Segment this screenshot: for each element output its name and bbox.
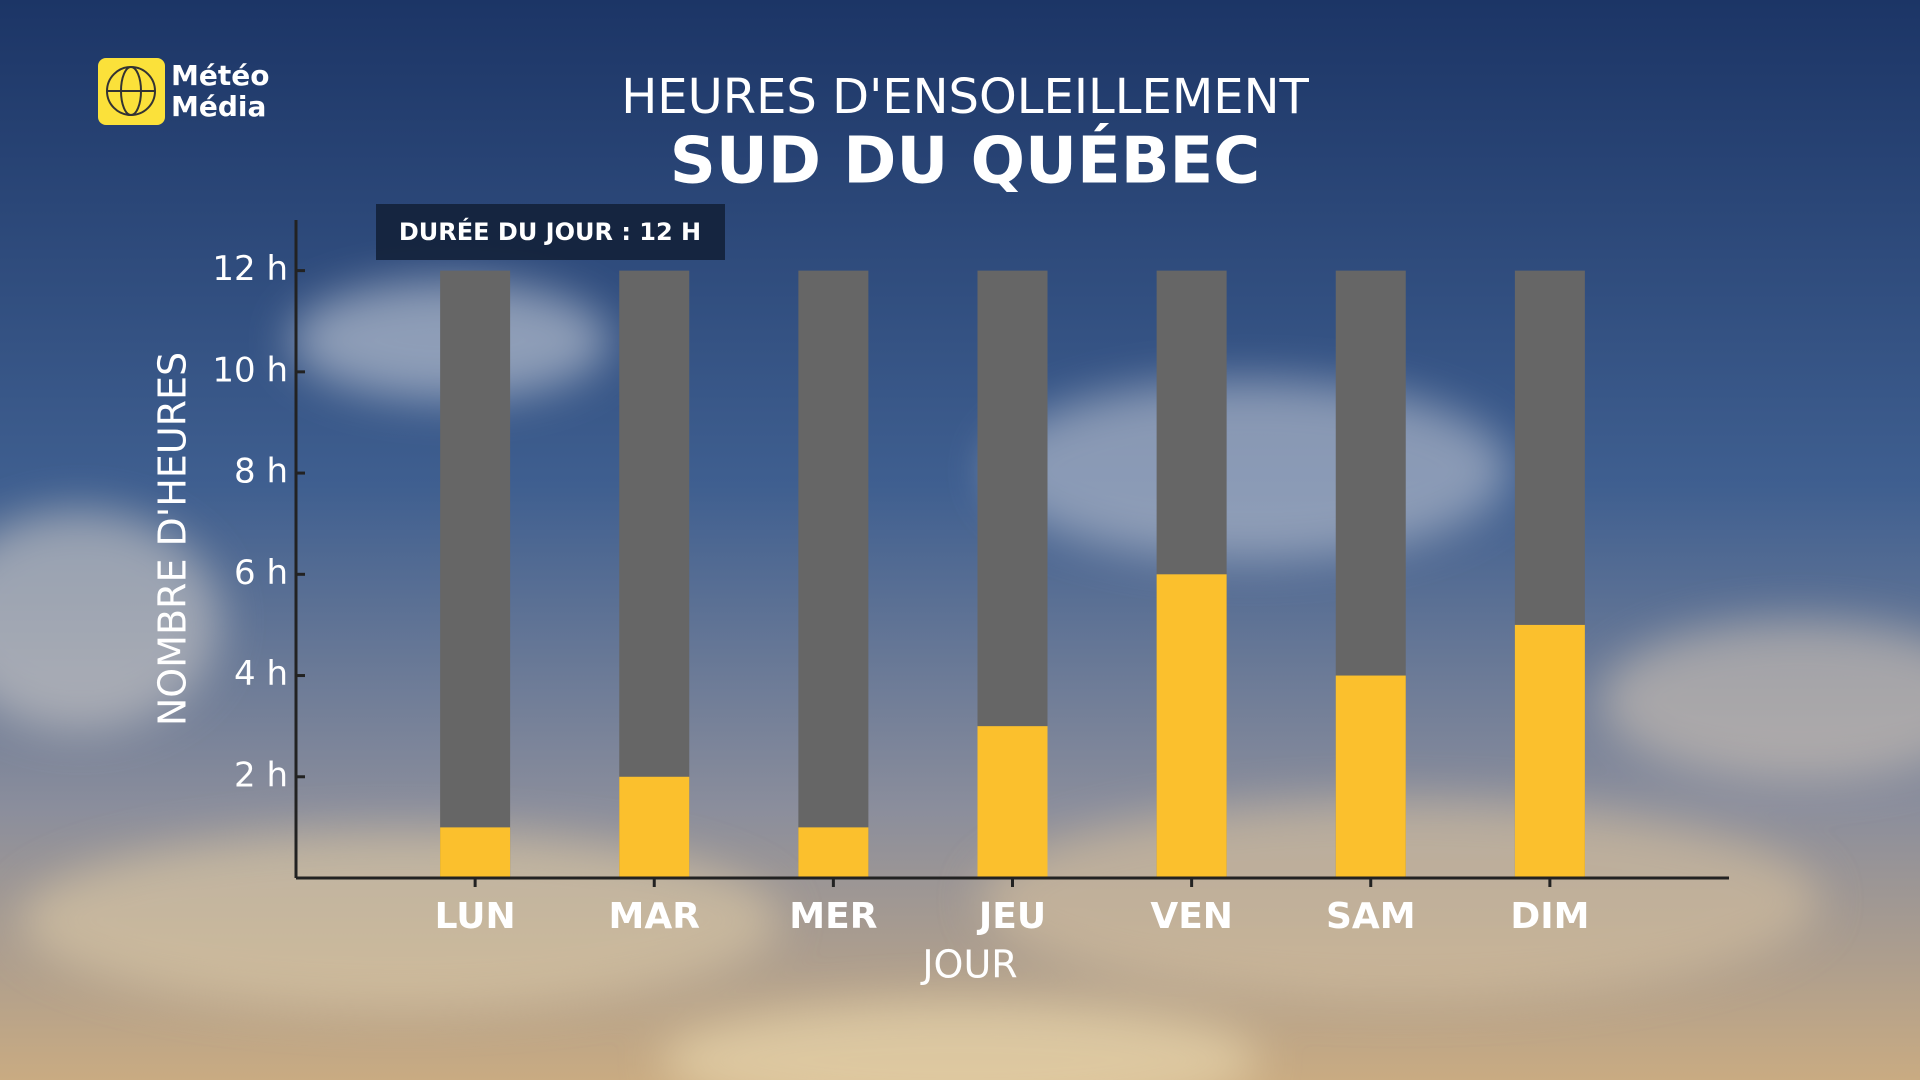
x-tick-label: LUN xyxy=(435,896,516,937)
x-axis-label: JOUR xyxy=(920,943,1017,987)
chart-title: HEURES D'ENSOLEILLEMENT xyxy=(621,69,1309,125)
logo-globe xyxy=(106,66,156,116)
annotation: DURÉE DU JOUR : 12 H xyxy=(399,217,701,246)
bar xyxy=(619,776,690,878)
logo-text: Météo xyxy=(171,59,269,92)
x-tick-label: SAM xyxy=(1326,896,1416,937)
y-tick-label: 2 h xyxy=(234,755,288,795)
bar xyxy=(1156,574,1227,878)
bar xyxy=(977,726,1048,878)
bar xyxy=(798,827,869,878)
x-tick-label: MAR xyxy=(609,896,700,937)
x-tick-label: DIM xyxy=(1510,896,1589,937)
y-tick-label: 12 h xyxy=(212,249,288,289)
y-tick-label: 8 h xyxy=(234,452,288,492)
logo-text: Média xyxy=(171,90,266,123)
bar xyxy=(440,827,511,878)
bar xyxy=(1514,624,1585,878)
chart-subtitle: SUD DU QUÉBEC xyxy=(670,123,1260,199)
bar xyxy=(798,270,869,879)
y-tick-label: 10 h xyxy=(212,350,288,390)
bar xyxy=(440,270,511,879)
annotation-box xyxy=(376,204,725,260)
x-tick-label: JEU xyxy=(976,896,1046,937)
bar xyxy=(1335,675,1406,878)
y-tick-label: 6 h xyxy=(234,553,288,593)
x-tick-label: VEN xyxy=(1150,896,1233,937)
y-tick-label: 4 h xyxy=(234,654,288,694)
x-tick-label: MER xyxy=(789,896,877,937)
y-axis-label: NOMBRE D'HEURES xyxy=(151,352,195,726)
